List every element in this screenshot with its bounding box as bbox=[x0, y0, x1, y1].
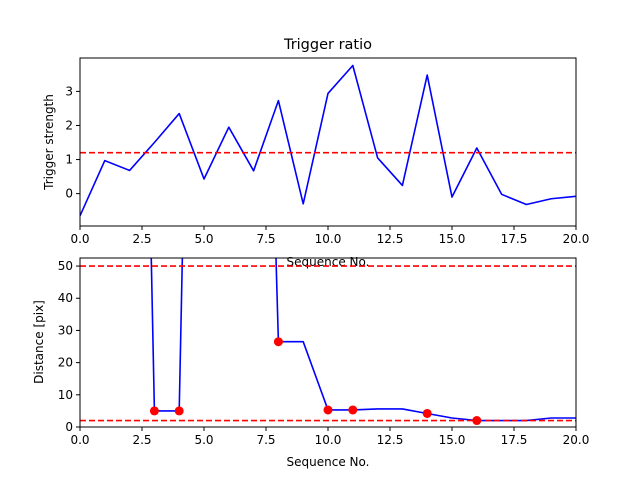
series-line bbox=[150, 258, 184, 412]
data-point-marker bbox=[348, 405, 358, 415]
y-tick-label: 3 bbox=[65, 84, 73, 98]
x-tick-label: 0.0 bbox=[70, 433, 89, 447]
y-axis-label: Trigger strength bbox=[42, 94, 56, 191]
x-tick-label: 2.5 bbox=[132, 433, 151, 447]
data-point-marker bbox=[472, 416, 482, 426]
y-tick-label: 30 bbox=[58, 323, 73, 337]
x-tick-label: 5.0 bbox=[194, 433, 213, 447]
x-tick-label: 20.0 bbox=[563, 232, 590, 246]
x-axis-label: Sequence No. bbox=[287, 455, 370, 469]
series-line bbox=[80, 64, 576, 217]
x-tick-label: 0.0 bbox=[70, 232, 89, 246]
y-tick-label: 0 bbox=[65, 187, 73, 201]
y-tick-label: 50 bbox=[58, 259, 73, 273]
data-point-marker bbox=[174, 406, 184, 416]
x-tick-label: 15.0 bbox=[439, 232, 466, 246]
axis-ticks: 0.0 2.5 5.0 7.5 10.0 12.5 15.0 17.5 20.0 0 10 20 30 4… bbox=[58, 259, 590, 447]
x-tick-label: 10.0 bbox=[315, 232, 342, 246]
axes-frame bbox=[79, 257, 577, 428]
x-tick-label: 5.0 bbox=[194, 232, 213, 246]
x-tick-label: 17.5 bbox=[501, 232, 528, 246]
x-tick-label: 12.5 bbox=[377, 232, 404, 246]
trigger-ratio-chart: Trigger ratio Trigger strength Sequence … bbox=[42, 37, 589, 269]
chart-title: Trigger ratio bbox=[283, 37, 372, 53]
data-point-marker bbox=[323, 405, 333, 415]
data-point-marker bbox=[422, 408, 432, 418]
axis-ticks: 0.0 2.5 5.0 7.5 10.0 12.5 15.0 17.5 20.0 0 1 2 3 bbox=[65, 84, 589, 246]
y-tick-label: 10 bbox=[58, 388, 73, 402]
distance-chart: Distance [pix] Sequence No. 0.0 2.5 5.0 7.5… bbox=[32, 257, 590, 469]
x-axis-label: Sequence No. bbox=[287, 255, 370, 269]
x-tick-label: 17.5 bbox=[501, 433, 528, 447]
y-axis-label: Distance [pix] bbox=[32, 300, 46, 384]
data-point-marker bbox=[149, 406, 159, 416]
x-tick-label: 2.5 bbox=[132, 232, 151, 246]
x-tick-label: 7.5 bbox=[256, 433, 275, 447]
x-tick-label: 10.0 bbox=[315, 433, 342, 447]
x-tick-label: 15.0 bbox=[439, 433, 466, 447]
plot-marks bbox=[80, 64, 576, 217]
y-tick-label: 20 bbox=[58, 356, 73, 370]
x-tick-label: 20.0 bbox=[563, 433, 590, 447]
x-tick-label: 7.5 bbox=[256, 232, 275, 246]
y-tick-label: 0 bbox=[65, 420, 73, 434]
x-tick-label: 12.5 bbox=[377, 433, 404, 447]
plot-marks bbox=[80, 258, 576, 426]
y-tick-label: 2 bbox=[65, 118, 73, 132]
y-tick-label: 1 bbox=[65, 153, 73, 167]
y-tick-label: 40 bbox=[58, 291, 73, 305]
data-point-marker bbox=[273, 337, 283, 347]
axes-frame bbox=[79, 57, 577, 227]
